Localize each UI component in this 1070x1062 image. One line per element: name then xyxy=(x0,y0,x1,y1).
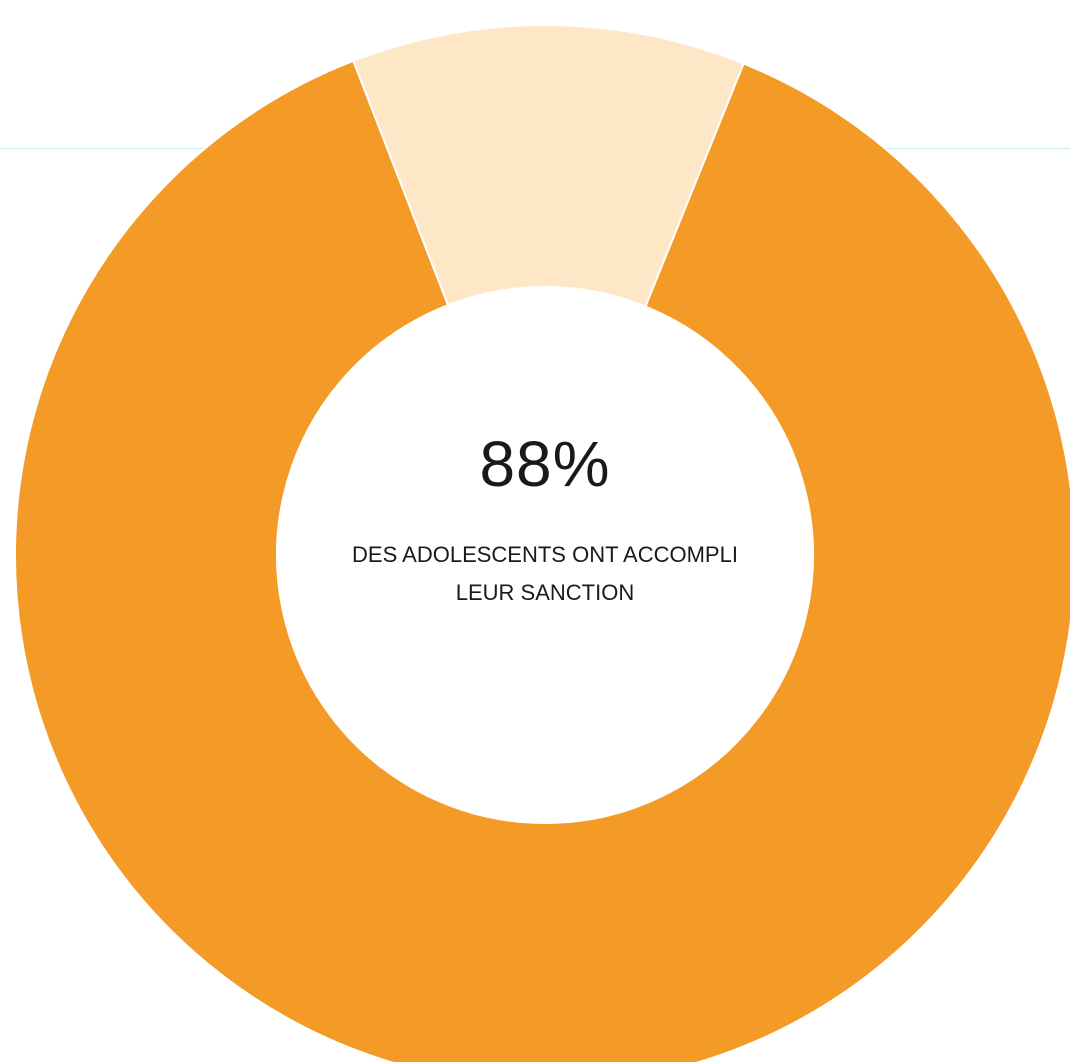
donut-slice-1 xyxy=(352,24,745,308)
caption-line-2: LEUR SANCTION xyxy=(455,580,635,605)
percent-value: 88% xyxy=(479,428,611,500)
donut-slice-0 xyxy=(14,59,1070,1062)
donut-slices xyxy=(14,24,1070,1062)
caption-line-1: DES ADOLESCENTS ONT ACCOMPLI xyxy=(352,542,738,567)
donut-center-label: 88% DES ADOLESCENTS ONT ACCOMPLI LEUR SA… xyxy=(285,420,805,612)
